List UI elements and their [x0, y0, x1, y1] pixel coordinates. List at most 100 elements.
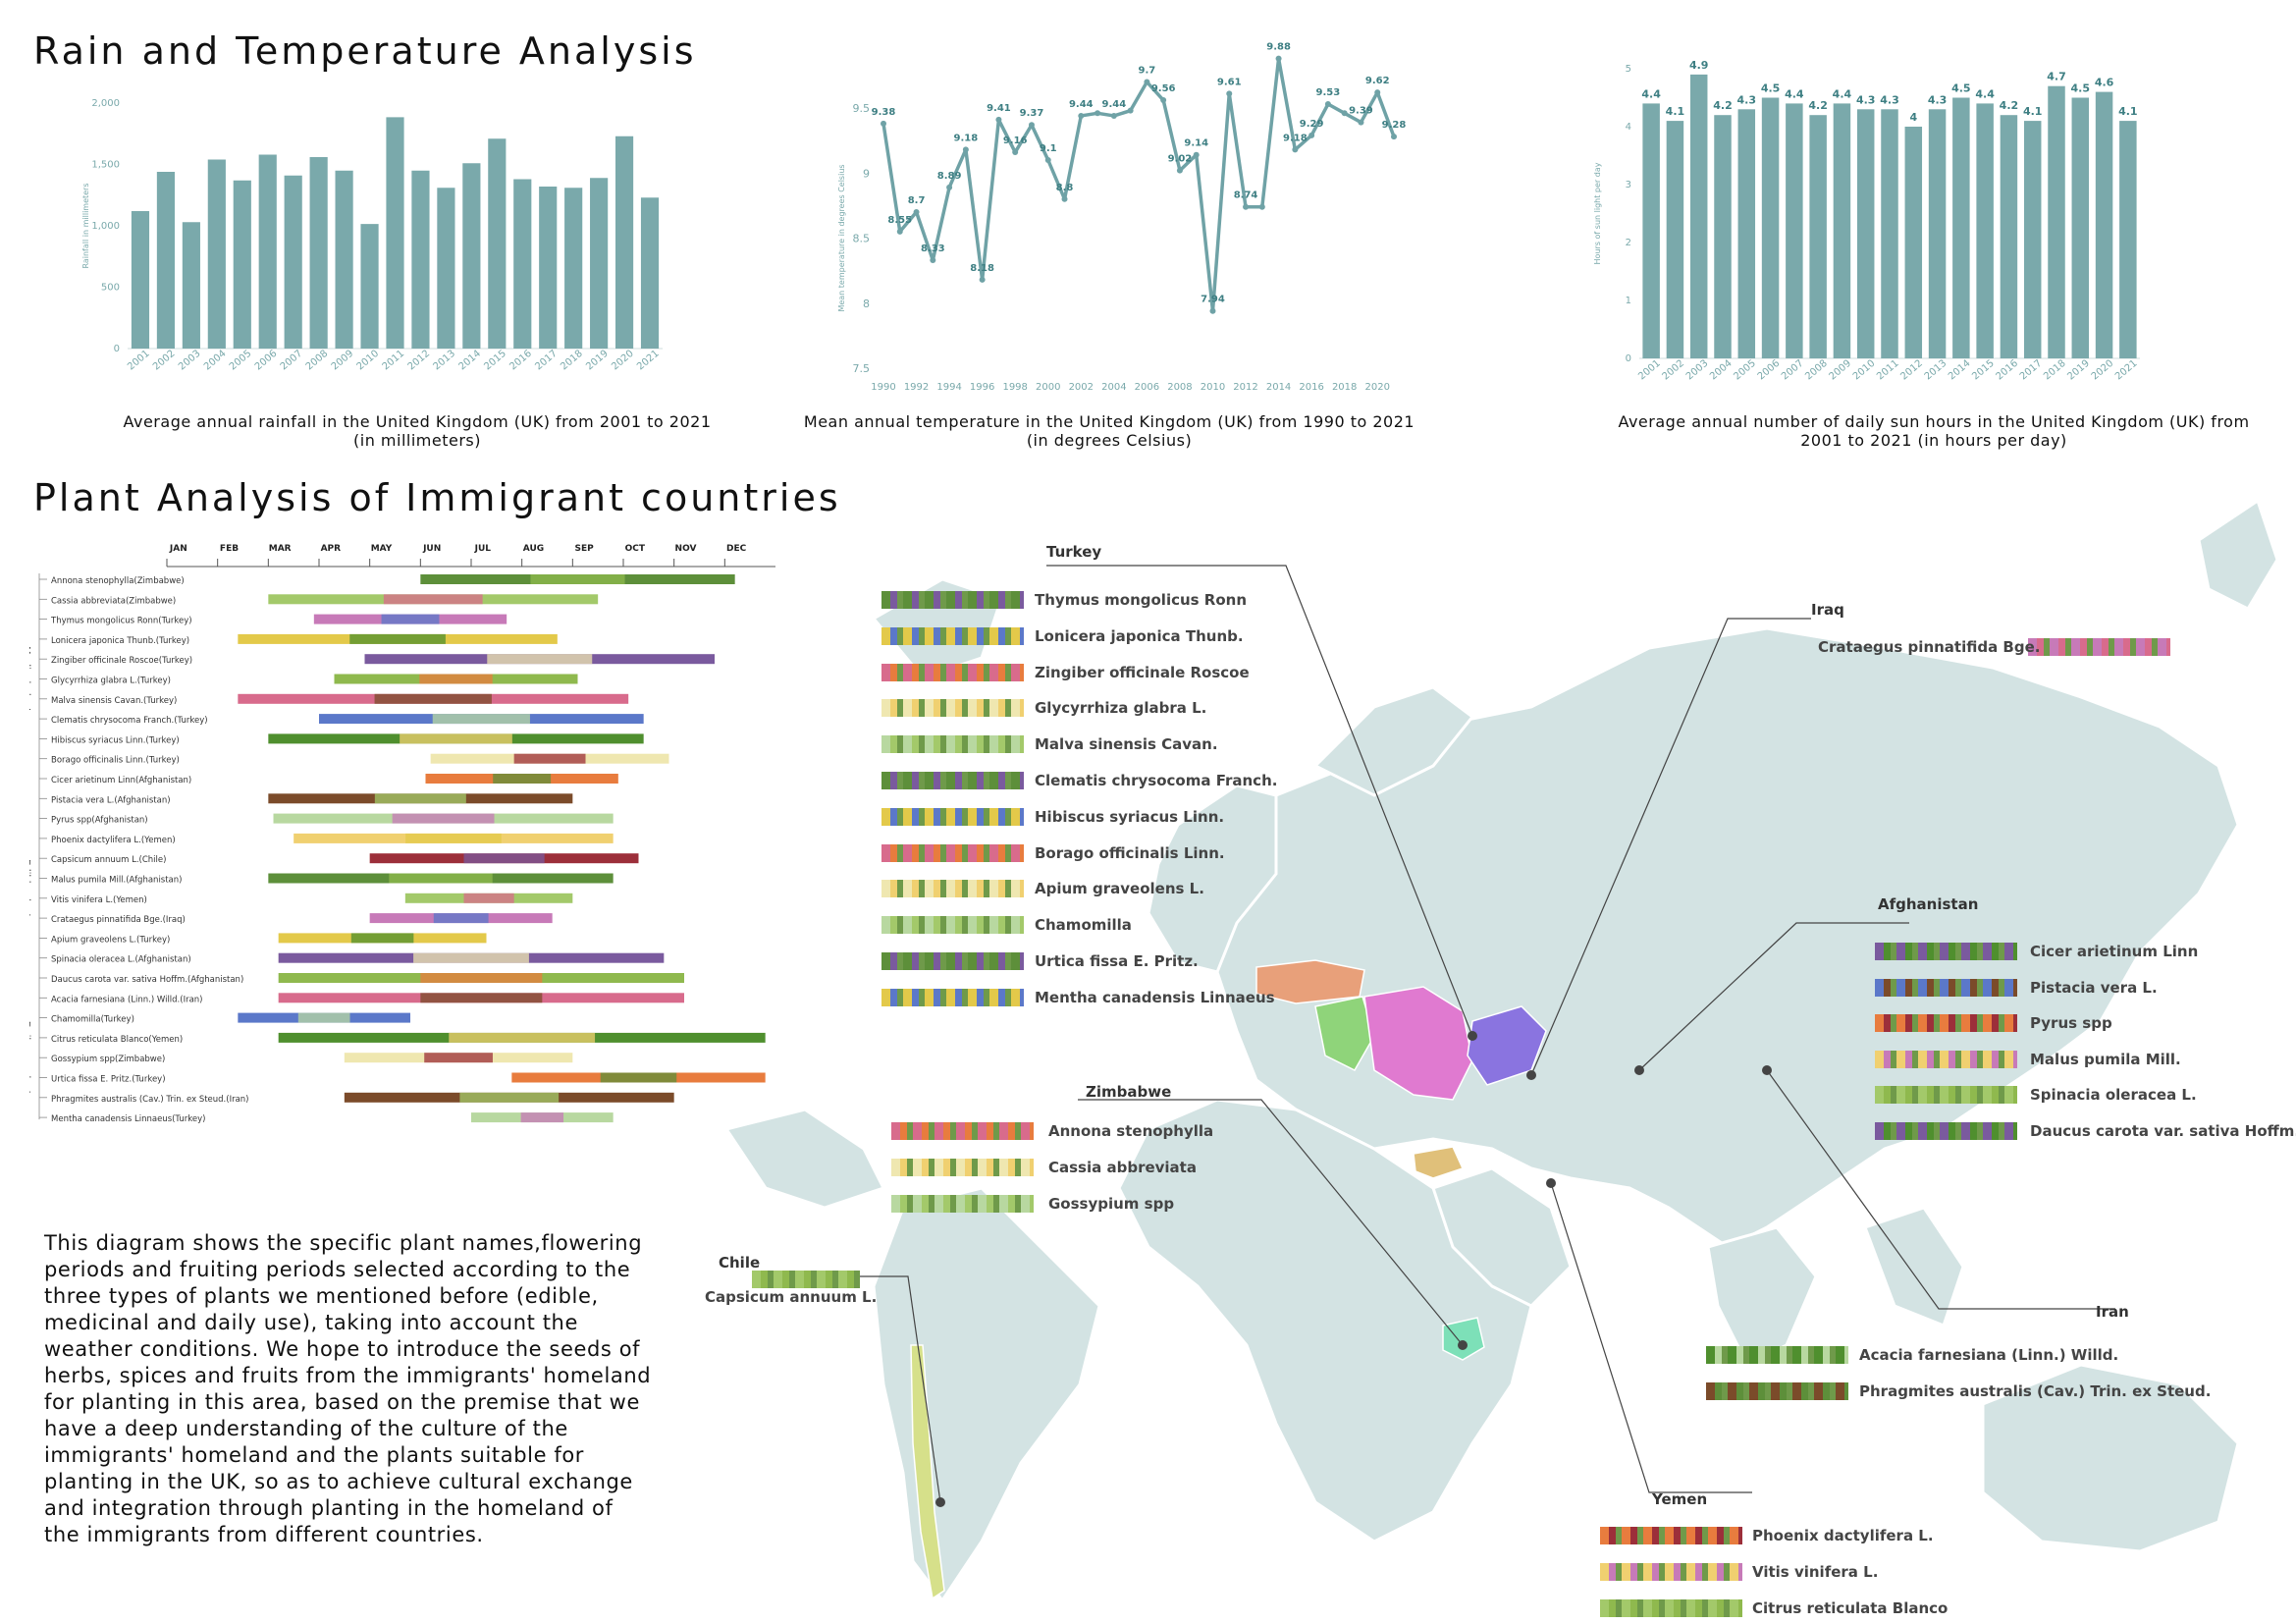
xtick-label: 2020	[610, 349, 636, 373]
gantt-row-label: Vitis vinifera L.(Yemen)	[51, 895, 147, 905]
month-label: JAN	[169, 544, 187, 554]
data-point	[1095, 110, 1101, 117]
xtick-label: 2006	[1135, 382, 1159, 393]
section-title-rain-temperature: Rain and Temperature Analysis	[33, 29, 697, 73]
country-shape-iraq	[1314, 996, 1375, 1071]
data-point	[1209, 307, 1216, 314]
period-bar-highlight	[349, 633, 446, 644]
period-bar-highlight	[449, 1032, 596, 1043]
period-bar-highlight	[463, 853, 545, 864]
plant-thumbnail	[891, 1195, 1034, 1213]
xtick-label: 2017	[2018, 358, 2045, 383]
plant-name: Daucus carota var. sativa Hoffm.	[2030, 1121, 2296, 1140]
period-bar-highlight	[374, 693, 492, 704]
plant-thumbnail	[881, 880, 1024, 898]
gantt-row-label: Zingiber officinale Roscoe(Turkey)	[51, 656, 192, 666]
bar	[1809, 115, 1827, 358]
xtick-label: 2010	[355, 349, 382, 373]
xtick-label: 1998	[1002, 382, 1027, 393]
plant-name: Pyrus spp	[2030, 1014, 2112, 1032]
data-label: 4.5	[1951, 82, 1971, 95]
country-label-zimbabwe: Zimbabwe	[1086, 1083, 1172, 1101]
bar	[386, 117, 404, 349]
data-point	[1176, 167, 1183, 174]
plant-name: Spinacia oleracea L.	[2030, 1086, 2197, 1104]
xtick-label: 2002	[1069, 382, 1094, 393]
data-point	[979, 276, 986, 283]
bar	[590, 178, 609, 349]
gantt-row-label: Apium graveolens L.(Turkey)	[51, 935, 170, 945]
xtick-label: 2013	[432, 349, 458, 373]
xtick-label: 2015	[482, 349, 508, 373]
rainfall-caption-line-1: Average annual rainfall in the United Ki…	[123, 412, 712, 431]
xtick-label: 2021	[635, 349, 662, 373]
country-label-afghanistan: Afghanistan	[1878, 895, 1979, 913]
data-label: 9.88	[1266, 42, 1291, 53]
month-label: FEB	[220, 544, 239, 554]
land-scandinavia	[1312, 685, 1475, 797]
data-label: 4.2	[2000, 99, 2018, 112]
bar	[1928, 109, 1947, 358]
xtick-label: 2013	[1923, 358, 1949, 383]
data-point	[1160, 97, 1167, 104]
period-bar-highlight	[424, 1053, 493, 1063]
xtick-label: 2016	[1299, 382, 1323, 393]
data-label: 4.4	[1833, 87, 1852, 100]
plant-name: Phoenix dactylifera L.	[1752, 1527, 1934, 1544]
data-point	[946, 184, 953, 190]
xtick-label: 2019	[584, 349, 611, 373]
leader-dot	[935, 1497, 945, 1507]
plant-thumbnail	[1875, 1014, 2017, 1032]
xtick-label: 2005	[228, 349, 254, 373]
bar	[1904, 127, 1923, 358]
period-bar-highlight	[433, 913, 489, 924]
data-label: 8.8	[1056, 183, 1074, 193]
data-label: 9.14	[1184, 138, 1208, 149]
data-point	[881, 120, 886, 127]
data-point	[1324, 101, 1331, 108]
plant-name: Borago officinalis Linn.	[1035, 843, 1225, 862]
bar	[1952, 97, 1970, 358]
xtick-label: 2019	[2065, 358, 2092, 383]
xtick-label: 2010	[1201, 382, 1225, 393]
data-point	[1044, 157, 1051, 163]
data-label: 9.44	[1069, 99, 1094, 110]
xtick-label: 2009	[1828, 358, 1854, 383]
leader-line-iraq	[1530, 618, 1811, 1076]
plant-name: Hibiscus syriacus Linn.	[1035, 807, 1225, 826]
country-shape-chile	[910, 1344, 945, 1600]
data-label: 4.3	[1737, 93, 1757, 106]
period-bar-highlight	[463, 893, 514, 903]
temperature-caption-line-1: Mean annual temperature in the United Ki…	[803, 412, 1415, 431]
period-bar-highlight	[520, 1112, 564, 1123]
period-bar-highlight	[413, 952, 529, 963]
bar	[1833, 103, 1851, 359]
bar	[2048, 85, 2065, 358]
plant-name: Citrus reticulata Blanco	[1752, 1599, 1949, 1617]
xtick-label: 1996	[970, 382, 994, 393]
plant-thumbnail	[1875, 1086, 2017, 1104]
xtick-label: 2016	[507, 349, 534, 373]
plant-name: Lonicera japonica Thunb.	[1035, 626, 1244, 645]
data-label: 4.2	[1808, 99, 1828, 112]
xtick-label: 2010	[1851, 358, 1878, 383]
bar	[131, 211, 150, 349]
period-bar-highlight	[419, 674, 493, 684]
bar	[2000, 115, 2018, 358]
period-bar-highlight	[389, 873, 493, 884]
data-label: 9.38	[872, 107, 896, 118]
xtick-label: 2014	[456, 349, 483, 373]
ytick-label: 1,500	[91, 160, 120, 171]
leader-line-iran	[1766, 1069, 2115, 1310]
xtick-label: 2004	[202, 349, 229, 373]
data-label: 9.18	[1283, 133, 1308, 143]
plant-name: Malva sinensis Cavan.	[1035, 735, 1218, 754]
month-label: MAY	[371, 544, 393, 554]
bar	[2071, 97, 2090, 358]
xtick-label: 1990	[871, 382, 895, 393]
xtick-label: 2015	[1970, 358, 1997, 383]
bar	[182, 222, 200, 349]
plant-name: Apium graveolens L.	[1035, 880, 1204, 898]
leader-dot	[1762, 1065, 1772, 1075]
gantt-row-label: Spinacia oleracea L.(Afghanistan)	[51, 955, 191, 965]
